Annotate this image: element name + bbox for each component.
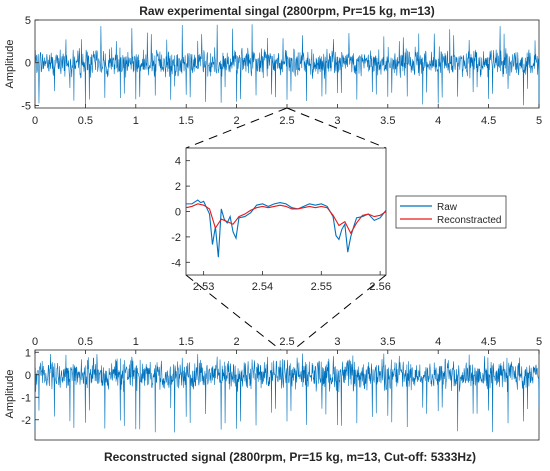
raw-y-tick-label: -5 bbox=[21, 100, 31, 112]
raw-y-tick-label: 5 bbox=[25, 15, 31, 27]
zoom-x-tick-label: 2.55 bbox=[311, 281, 332, 293]
reconstructed-x-tick-label: 0 bbox=[32, 336, 38, 348]
reconstructed-x-tick-label: 3 bbox=[334, 336, 340, 348]
raw-x-tick-label: 1.5 bbox=[179, 115, 194, 127]
zoom-y-tick-label: -4 bbox=[171, 257, 181, 269]
reconstructed-plot: -2-101 0 0.5 1 1.5 2 2.5 3 3.5 4 4.5 5 bbox=[21, 336, 542, 441]
reconstructed-y-axis-label: Amplitude bbox=[4, 370, 16, 419]
raw-x-tick-label: 1 bbox=[133, 115, 139, 127]
zoom-series bbox=[185, 199, 387, 258]
zoom-connectors bbox=[185, 107, 387, 356]
zoom-raw-line bbox=[186, 199, 387, 258]
raw-plot: -505 0 0.5 1 1.5 2 2.5 3 3.5 4 4.5 5 bbox=[21, 15, 542, 127]
raw-y-tick-label: 0 bbox=[25, 58, 31, 70]
reconstructed-x-tick-label: 3.5 bbox=[380, 336, 395, 348]
legend-raw-label: Raw bbox=[437, 202, 458, 213]
raw-x-tick-label: 2.5 bbox=[279, 115, 294, 127]
raw-y-axis-label: Amplitude bbox=[4, 40, 16, 89]
raw-x-tick-label: 0 bbox=[32, 115, 38, 127]
reconstructed-x-tick-label: 1 bbox=[133, 336, 139, 348]
raw-x-tick-label: 2 bbox=[234, 115, 240, 127]
raw-x-tick-label: 3.5 bbox=[380, 115, 395, 127]
zoom-reconstructed-line bbox=[185, 203, 387, 235]
reconstructed-x-tick-label: 0.5 bbox=[78, 336, 93, 348]
raw-x-tick-label: 5 bbox=[536, 115, 542, 127]
raw-x-tick-label: 0.5 bbox=[78, 115, 93, 127]
zoom-connector-bottom-left bbox=[185, 274, 288, 356]
zoom-connector-top-right bbox=[286, 107, 387, 149]
reconstructed-x-tick-label: 1.5 bbox=[179, 336, 194, 348]
reconstructed-x-tick-label: 2 bbox=[234, 336, 240, 348]
legend-reconstructed-label: Reconstracted bbox=[437, 215, 501, 226]
raw-x-tick-label: 3 bbox=[334, 115, 340, 127]
zoom-x-tick-label: 2.53 bbox=[193, 281, 214, 293]
zoom-x-tick-label: 2.54 bbox=[252, 281, 273, 293]
reconstructed-y-tick-label: 0 bbox=[25, 370, 31, 382]
legend-box bbox=[395, 195, 507, 229]
raw-x-tick-label: 4.5 bbox=[481, 115, 496, 127]
reconstructed-x-tick-label: 4 bbox=[435, 336, 441, 348]
reconstructed-signal-line bbox=[34, 353, 540, 433]
reconstructed-x-tick-label: 2.5 bbox=[279, 336, 294, 348]
raw-y-ticks: -5 0 5 bbox=[21, 15, 39, 112]
chart-title-reconstructed: Reconstructed signal (2800rpm, Pr=15 kg,… bbox=[104, 450, 476, 464]
zoom-connector-bottom-right bbox=[286, 274, 387, 356]
zoom-plot-frame bbox=[185, 147, 387, 276]
zoom-connector-top-left bbox=[185, 107, 288, 149]
zoom-y-tick-label: -2 bbox=[171, 232, 181, 244]
raw-x-ticks: 0 0.5 1 1.5 2 2.5 3 3.5 4 4.5 5 bbox=[32, 104, 542, 127]
zoom-x-tick-label: 2.56 bbox=[369, 281, 390, 293]
raw-signal-series bbox=[34, 24, 540, 106]
reconstructed-x-tick-label: 5 bbox=[536, 336, 542, 348]
raw-signal-line bbox=[34, 24, 540, 106]
reconstructed-y-tick-label: -2 bbox=[21, 415, 31, 427]
zoom-y-tick-label: 0 bbox=[175, 207, 181, 219]
zoom-x-ticks: 2.53 2.54 2.55 2.56 bbox=[193, 271, 391, 293]
zoom-y-tick-label: 4 bbox=[175, 156, 181, 168]
reconstructed-y-tick-label: 1 bbox=[25, 347, 31, 359]
reconstructed-signal-series bbox=[34, 353, 540, 433]
legend: Raw Reconstracted bbox=[395, 195, 507, 229]
reconstructed-x-tick-label: 4.5 bbox=[481, 336, 496, 348]
zoom-y-ticks: -4 -2 0 2 4 bbox=[171, 156, 190, 269]
zoom-plot: -4 -2 0 2 4 2.53 2.54 2.55 2.56 bbox=[171, 147, 391, 293]
chart-title-raw: Raw experimental singal (2800rpm, Pr=15 … bbox=[139, 4, 434, 18]
raw-x-tick-label: 4 bbox=[435, 115, 441, 127]
reconstructed-y-tick-label: -1 bbox=[21, 392, 31, 404]
reconstructed-y-ticks: -2 -1 0 1 bbox=[21, 347, 39, 427]
zoom-y-tick-label: 2 bbox=[175, 181, 181, 193]
reconstructed-x-ticks: 0 0.5 1 1.5 2 2.5 3 3.5 4 4.5 5 bbox=[32, 336, 542, 354]
